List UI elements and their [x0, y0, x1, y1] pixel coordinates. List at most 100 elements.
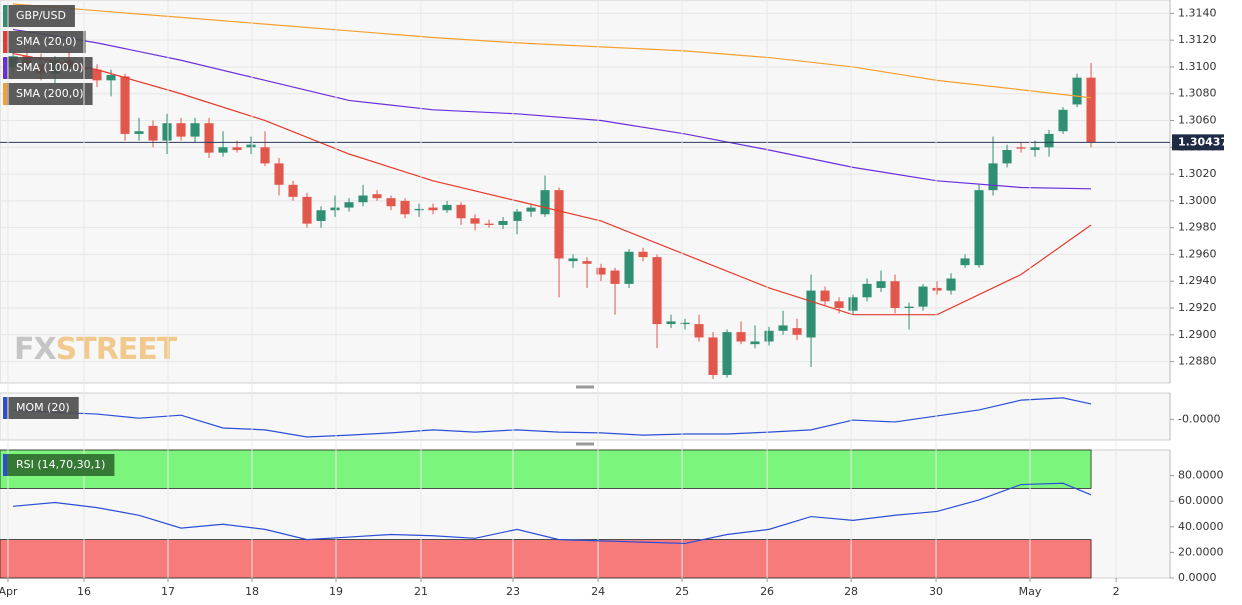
- candle-body: [764, 330, 774, 342]
- candle-body: [120, 76, 130, 134]
- candle-body: [918, 286, 928, 307]
- y-tick-label: 0.0000: [1178, 571, 1217, 584]
- candle-body: [652, 257, 662, 325]
- candle-body: [302, 196, 312, 224]
- watermark: FXSTREET: [14, 332, 178, 367]
- candle-body: [176, 123, 186, 137]
- x-tick-label: 28: [844, 585, 858, 598]
- y-tick-label: 1.2960: [1178, 247, 1217, 260]
- candle-body: [400, 200, 410, 215]
- candle-body: [106, 74, 116, 81]
- candle-body: [890, 281, 900, 309]
- candle-body: [610, 270, 620, 284]
- y-tick-label: 1.2880: [1178, 355, 1217, 368]
- x-tick-label: 17: [161, 585, 175, 598]
- candle-body: [624, 251, 634, 284]
- candle-body: [1030, 147, 1040, 150]
- x-tick-label: May: [1019, 585, 1042, 598]
- candle-body: [638, 251, 648, 258]
- candle-body: [470, 218, 480, 224]
- y-tick-label: 20.0000: [1178, 545, 1224, 558]
- candle-body: [876, 281, 886, 288]
- candle-body: [708, 337, 718, 375]
- candle-body: [666, 321, 676, 325]
- candle-body: [862, 283, 872, 298]
- legend-box: [3, 5, 75, 27]
- watermark-fx: FX: [14, 332, 56, 367]
- candle-body: [1086, 77, 1096, 143]
- series-line: [12, 28, 1092, 190]
- legend-box: [3, 57, 93, 79]
- candle-body: [848, 297, 858, 311]
- candle-body: [428, 207, 438, 211]
- y-tick-label: 1.2920: [1178, 301, 1217, 314]
- candle-body: [330, 207, 340, 211]
- candle-body: [344, 202, 354, 208]
- y-tick-label: 40.0000: [1178, 520, 1224, 533]
- panel-background: [0, 0, 1171, 384]
- series-line: [12, 52, 1092, 316]
- x-tick-label: Apr: [0, 585, 18, 598]
- candle-body: [778, 325, 788, 331]
- x-tick-label: 23: [506, 585, 520, 598]
- candle-body: [554, 190, 564, 259]
- candle-body: [1044, 133, 1054, 148]
- candle-body: [834, 301, 844, 309]
- candle-body: [904, 306, 914, 309]
- candle-body: [988, 163, 998, 191]
- zone: [0, 539, 1092, 579]
- y-tick-label: -0.0000: [1178, 412, 1220, 425]
- candle-body: [820, 290, 830, 302]
- candle-body: [162, 123, 172, 141]
- y-tick-label: 1.3060: [1178, 114, 1217, 127]
- candle-body: [498, 220, 508, 225]
- legend-label: SMA (100,0): [16, 61, 84, 74]
- legend-label: SMA (20,0): [16, 35, 77, 48]
- x-tick-label: 30: [929, 585, 943, 598]
- candle-body: [204, 123, 214, 153]
- x-tick-label: 26: [760, 585, 774, 598]
- candle-body: [1058, 109, 1068, 132]
- candle-body: [92, 69, 102, 81]
- candle-body: [148, 125, 158, 141]
- candle-body: [232, 147, 242, 150]
- legend-swatch: [3, 397, 7, 419]
- series-line: [12, 482, 1092, 545]
- x-tick-label: 21: [414, 585, 428, 598]
- legend-swatch: [3, 454, 7, 476]
- y-tick-label: 1.3020: [1178, 167, 1217, 180]
- candle-body: [414, 208, 424, 211]
- candle-body: [288, 184, 298, 197]
- legend-box: [3, 397, 79, 419]
- candle-body: [526, 207, 536, 212]
- candle-body: [946, 278, 956, 291]
- x-tick-label: 18: [245, 585, 259, 598]
- candle-body: [260, 147, 270, 164]
- candle-body: [960, 258, 970, 266]
- series-line: [12, 3, 1092, 99]
- candle-body: [358, 195, 368, 203]
- candle-body: [750, 341, 760, 345]
- y-tick-label: 1.3100: [1178, 60, 1217, 73]
- candle-body: [134, 131, 144, 134]
- candle-body: [190, 123, 200, 137]
- legend-box: [3, 83, 93, 105]
- y-tick-label: 1.2980: [1178, 221, 1217, 234]
- y-tick-label: 1.3080: [1178, 87, 1217, 100]
- y-tick-label: 80.0000: [1178, 469, 1224, 482]
- candle-body: [974, 190, 984, 266]
- candle-body: [540, 190, 550, 215]
- series-line: [12, 397, 1092, 438]
- x-tick-label: 25: [675, 585, 689, 598]
- candle-body: [386, 198, 396, 207]
- x-tick-label: 24: [591, 585, 605, 598]
- x-tick-label: 16: [77, 585, 91, 598]
- candle-body: [722, 332, 732, 375]
- candle-body: [442, 204, 452, 211]
- y-tick-label: 1.3000: [1178, 194, 1217, 207]
- candle-body: [1072, 77, 1082, 105]
- legend-label: SMA (200,0): [16, 87, 84, 100]
- legend-label: MOM (20): [16, 401, 70, 414]
- y-tick-label: 1.2940: [1178, 274, 1217, 287]
